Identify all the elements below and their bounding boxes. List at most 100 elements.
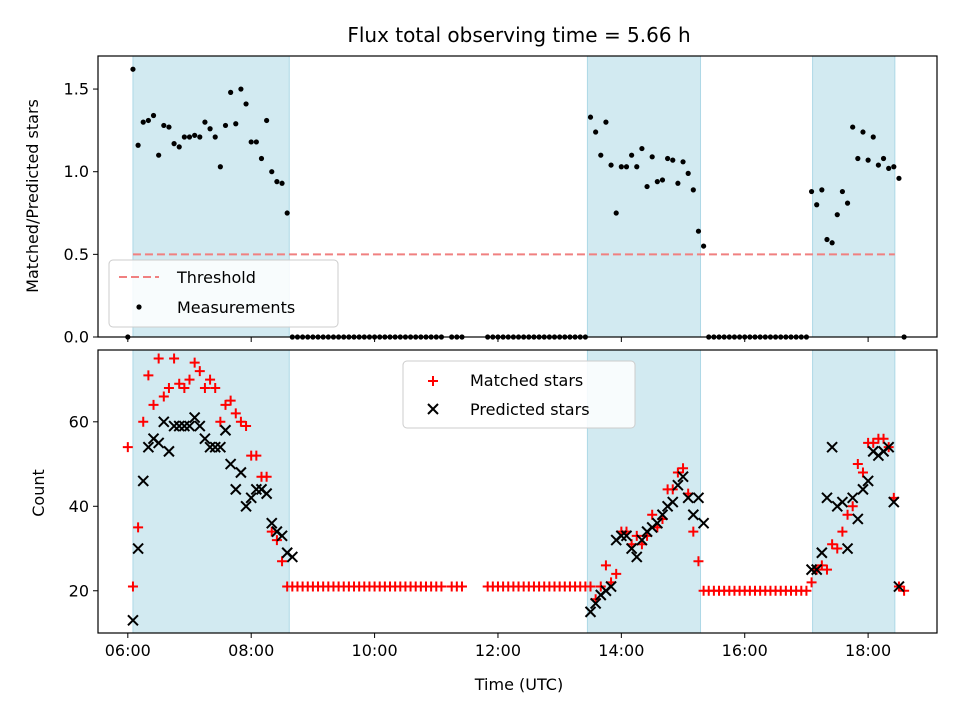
matched-star-point bbox=[456, 581, 467, 592]
matched-star-point bbox=[215, 416, 226, 427]
measurement-point bbox=[685, 170, 691, 176]
measurement-point bbox=[644, 183, 650, 190]
predicted-star-point bbox=[631, 551, 643, 563]
predicted-star-point bbox=[672, 479, 684, 491]
legend-box bbox=[402, 360, 636, 429]
predicted-star-point bbox=[168, 420, 180, 432]
measurement-point bbox=[197, 134, 203, 140]
measurement-point bbox=[680, 159, 686, 165]
matched-star-point bbox=[436, 581, 447, 592]
matched-star-point bbox=[837, 526, 848, 537]
matched-star-point bbox=[261, 471, 272, 482]
y-tick-label: 0.5 bbox=[64, 245, 89, 264]
predicted-star-point bbox=[841, 542, 854, 555]
measurement-point bbox=[269, 169, 275, 175]
matched-star-point bbox=[133, 522, 144, 533]
measurement-point bbox=[865, 157, 871, 163]
measurement-point bbox=[629, 152, 635, 158]
predicted-star-point bbox=[584, 606, 597, 618]
y-tick-label: 40 bbox=[69, 497, 89, 516]
predicted-star-point bbox=[620, 530, 633, 542]
predicted-star-point bbox=[250, 483, 263, 496]
x-tick-label: 14:00 bbox=[598, 641, 644, 660]
y-tick-label: 1.5 bbox=[64, 80, 89, 99]
legend: Matched stars Predicted stars bbox=[402, 360, 636, 429]
predicted-star-point bbox=[286, 551, 299, 563]
axes-frame bbox=[97, 349, 938, 634]
predicted-star-point bbox=[260, 487, 273, 500]
measurement-point bbox=[284, 210, 290, 216]
measurement-point bbox=[880, 155, 887, 162]
predicted-star-point bbox=[615, 530, 628, 542]
measurement-point bbox=[593, 129, 599, 135]
predicted-star-point bbox=[682, 492, 694, 504]
matched-star-point bbox=[184, 374, 195, 385]
y-tick-label: 60 bbox=[69, 412, 89, 431]
matched-star-point bbox=[143, 370, 154, 381]
measurement-point bbox=[171, 141, 177, 147]
predicted-star-point bbox=[235, 466, 247, 479]
predicted-star-point bbox=[183, 420, 196, 432]
matched-star-point bbox=[806, 577, 817, 588]
measurement-point bbox=[217, 164, 223, 170]
predicted-star-point bbox=[862, 475, 874, 487]
matched-star-point bbox=[693, 556, 704, 567]
measurement-point bbox=[603, 119, 609, 125]
measurement-point bbox=[202, 119, 208, 125]
matched-star-point bbox=[225, 395, 236, 406]
measurement-point bbox=[186, 134, 193, 140]
measurement-point bbox=[690, 187, 696, 193]
predicted-star-point bbox=[137, 475, 149, 487]
measurement-point bbox=[181, 134, 187, 140]
y-tick-label: 1.0 bbox=[64, 162, 89, 181]
predicted-star-point bbox=[158, 416, 170, 428]
predicted-star-point bbox=[209, 441, 221, 453]
matched-star-point bbox=[857, 467, 868, 478]
matched-star-point bbox=[138, 416, 149, 427]
axes-frame bbox=[97, 55, 938, 338]
predicted-star-point bbox=[194, 420, 206, 432]
predicted-star-point bbox=[882, 441, 895, 453]
predicted-star-point bbox=[826, 441, 838, 453]
x-tick-label: 12:00 bbox=[475, 641, 521, 660]
measurement-point bbox=[649, 154, 655, 160]
measurement-point bbox=[608, 162, 614, 168]
predicted-star-point bbox=[821, 492, 833, 504]
predicted-star-point bbox=[219, 424, 232, 436]
predicted-star-point bbox=[188, 411, 201, 424]
legend: Threshold Measurements bbox=[108, 259, 339, 328]
matched-star-point bbox=[230, 408, 241, 419]
predicted-star-point bbox=[589, 597, 602, 610]
shaded-interval bbox=[586, 55, 702, 338]
legend-predicted-label: Predicted stars bbox=[470, 400, 590, 419]
top-panel: 0.0 0.5 1.0 1.5 Threshold Measurements bbox=[64, 55, 938, 347]
matched-star-point bbox=[169, 353, 180, 364]
predicted-star-point bbox=[805, 563, 818, 576]
predicted-star-point bbox=[667, 496, 679, 508]
matched-star-point bbox=[163, 383, 174, 394]
matched-star-point bbox=[847, 501, 858, 512]
predicted-star-point bbox=[605, 580, 617, 593]
predicted-star-point bbox=[245, 492, 257, 504]
predicted-star-point bbox=[651, 517, 664, 529]
measurement-point bbox=[274, 179, 280, 185]
x-axis-label: Time (UTC) bbox=[474, 675, 563, 694]
predicted-star-point bbox=[692, 492, 705, 504]
predicted-star-point bbox=[173, 420, 185, 432]
measurement-point bbox=[855, 155, 861, 162]
measurement-point bbox=[222, 122, 229, 129]
chart-title: Flux total observing time = 5.66 h bbox=[347, 23, 690, 47]
matched-star-point bbox=[852, 459, 863, 470]
x-tick-label: 08:00 bbox=[228, 641, 274, 660]
matched-star-point bbox=[827, 539, 838, 550]
matched-star-point bbox=[158, 391, 169, 402]
measurement-point bbox=[870, 134, 876, 140]
matched-star-point bbox=[842, 509, 853, 520]
measurement-point bbox=[243, 101, 249, 107]
measurement-point bbox=[618, 164, 624, 170]
matched-star-point bbox=[199, 383, 210, 394]
measurement-point bbox=[850, 124, 856, 130]
measurement-point bbox=[829, 240, 835, 246]
x-tick-label: 06:00 bbox=[105, 641, 151, 660]
